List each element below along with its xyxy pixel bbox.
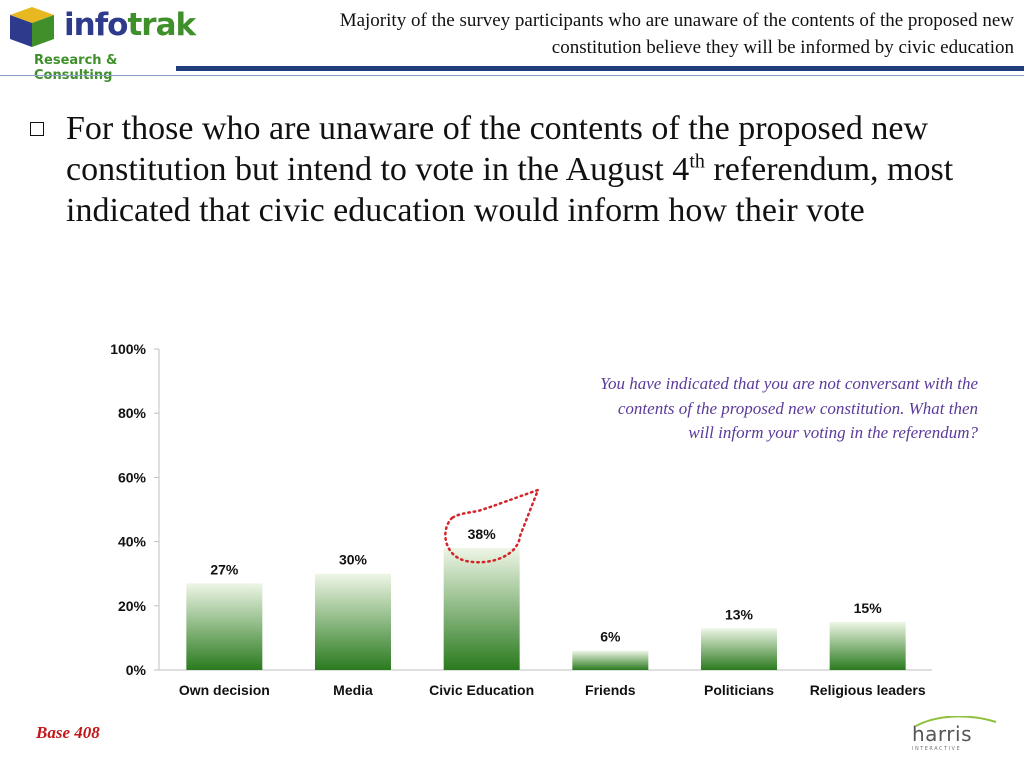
harris-swoosh-icon — [915, 716, 997, 727]
logo-tagline: Research & Consulting — [34, 53, 118, 83]
x-category-label: Own decision — [179, 682, 270, 698]
bar-value-label: 27% — [210, 561, 239, 577]
bar-value-label: 38% — [468, 526, 497, 542]
header-thin-rule — [0, 75, 1024, 76]
bar-value-label: 15% — [854, 600, 883, 616]
survey-question: You have indicated that you are not conv… — [600, 374, 978, 442]
bullet-square-icon — [30, 122, 44, 136]
y-tick-label: 0% — [126, 662, 147, 678]
slide-header: infotrak Research & Consulting Majority … — [0, 0, 1024, 83]
x-category-label: Media — [333, 682, 373, 698]
y-tick-label: 80% — [118, 405, 147, 421]
harris-logo: harris INTERACTIVE — [908, 716, 1002, 756]
bar — [315, 573, 391, 670]
y-tick-label: 100% — [110, 341, 146, 357]
logo-wordmark: infotrak — [64, 7, 196, 43]
logo-box-icon — [10, 7, 54, 47]
x-category-label: Religious leaders — [810, 682, 926, 698]
x-category-label: Politicians — [704, 682, 774, 698]
bar — [829, 621, 906, 670]
bullet-text: For those who are unaware of the content… — [66, 110, 954, 229]
x-category-label: Friends — [585, 682, 636, 698]
x-category-label: Civic Education — [429, 682, 534, 698]
harris-wordmark: harris — [912, 722, 973, 746]
bar — [701, 628, 777, 670]
highlight-callout — [444, 487, 541, 564]
bar-value-label: 30% — [339, 552, 368, 568]
bar — [572, 650, 649, 670]
y-tick-label: 60% — [118, 469, 147, 485]
base-note: Base 408 — [36, 723, 100, 742]
bar — [186, 583, 263, 670]
y-tick-label: 20% — [118, 598, 147, 614]
header-rule — [176, 66, 1024, 71]
y-tick-label: 40% — [118, 534, 147, 550]
bar — [443, 548, 520, 670]
bar-chart: 0% 20% 40% 60% 80% 100% 27% Own decision 30% Med… — [110, 341, 932, 698]
slide-title: Majority of the survey participants who … — [339, 10, 1014, 58]
bar-value-label: 13% — [725, 606, 754, 622]
bar-value-label: 6% — [600, 629, 621, 645]
infotrak-logo: infotrak Research & Consulting — [6, 3, 196, 83]
harris-subtitle: INTERACTIVE — [912, 746, 962, 752]
